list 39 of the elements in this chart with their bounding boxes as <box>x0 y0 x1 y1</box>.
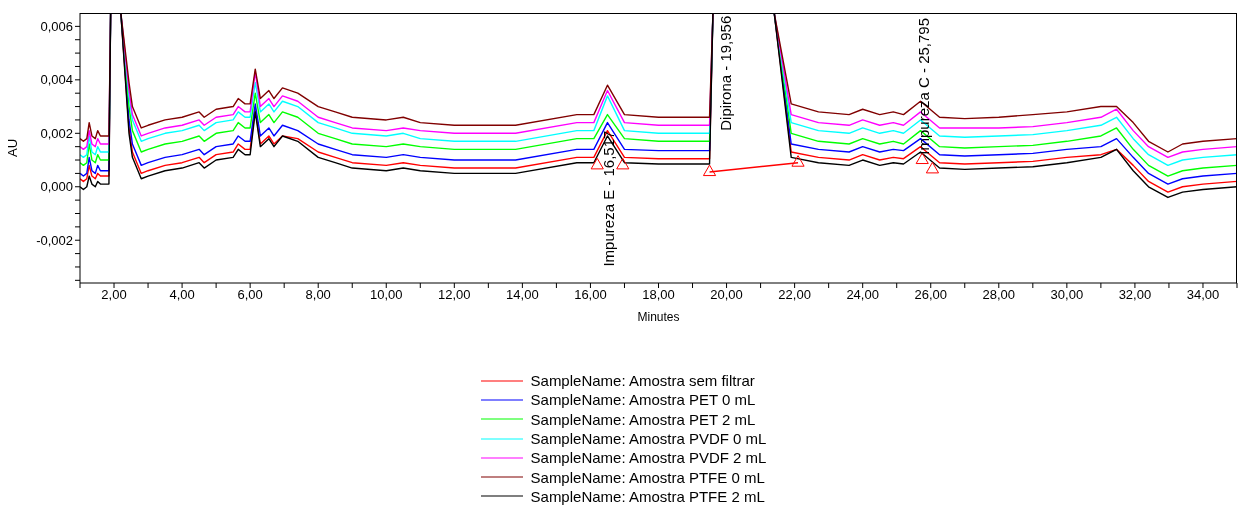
y-axis-title: AU <box>4 138 20 158</box>
point <box>791 155 805 167</box>
x-tick-label: 6,00 <box>237 287 263 303</box>
y-tick-label: 0,002 <box>40 125 73 141</box>
x-tick-label: 30,00 <box>1050 287 1084 303</box>
annotation: Impureza C - 25,795 <box>915 17 933 155</box>
annotation: Impureza E - 16,517 <box>599 130 617 267</box>
x-tick-label: 28,00 <box>982 287 1016 303</box>
x-tick-label: 2,00 <box>101 287 127 303</box>
point <box>925 161 940 174</box>
legend-label: SampleName: Amostra PTFE 0 mL <box>530 468 765 486</box>
legend-label: SampleName: Amostra PET 2 mL <box>530 410 756 428</box>
x-tick-label: 20,00 <box>710 287 743 303</box>
x-tick-label: 4,00 <box>169 287 195 303</box>
x-tick-label: 18,00 <box>642 287 675 303</box>
point <box>702 164 717 177</box>
x-tick-label: 14,00 <box>506 287 539 303</box>
legend-label: SampleName: Amostra PVDF 0 mL <box>530 430 767 448</box>
annotation: Dipirona - 19,956 <box>716 15 734 131</box>
x-tick-label: 34,00 <box>1186 287 1220 303</box>
x-tick-label: 8,00 <box>305 287 331 303</box>
x-tick-label: 10,00 <box>369 287 403 303</box>
x-tick-label: 32,00 <box>1118 287 1152 303</box>
legend-label: SampleName: Amostra sem filtrar <box>530 372 755 390</box>
x-tick-label: 24,00 <box>846 287 879 303</box>
x-tick-label: 26,00 <box>914 287 948 303</box>
y-tick-label: 0,000 <box>40 179 73 195</box>
y-tick-label: 0,004 <box>40 72 73 88</box>
point <box>616 157 630 170</box>
legend-label: SampleName: Amostra PVDF 2 mL <box>530 449 767 467</box>
x-tick-label: 16,00 <box>574 287 607 303</box>
y-tick-label: -0,002 <box>36 232 73 248</box>
x-axis-title: Minutes <box>637 310 680 324</box>
x-tick-label: 12,00 <box>438 287 471 303</box>
x-tick-label: 22,00 <box>778 287 811 303</box>
y-tick-label: 0,006 <box>40 18 73 34</box>
point <box>590 157 604 170</box>
legend-label: SampleName: Amostra PET 0 mL <box>530 391 756 409</box>
legend-label: SampleName: Amostra PTFE 2 mL <box>530 487 765 505</box>
